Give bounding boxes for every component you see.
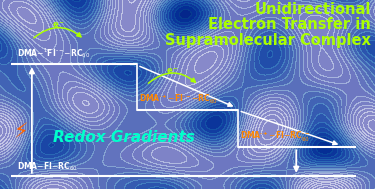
Text: Redox Gradients: Redox Gradients: [53, 130, 194, 146]
Text: e$^-$: e$^-$: [166, 66, 179, 76]
Text: DMA$^{\mathbf{\cdot+}}$$-$FI$^{\mathbf{\cdot-}}$$-$RC$_{\mathsf{60}}$: DMA$^{\mathbf{\cdot+}}$$-$FI$^{\mathbf{\…: [139, 93, 217, 106]
Text: DMA$^{\mathbf{\cdot+}}$$-$FI$-$RC$_{\mathsf{60}}^{\mathbf{\cdot-}}$: DMA$^{\mathbf{\cdot+}}$$-$FI$-$RC$_{\mat…: [240, 129, 310, 144]
Text: DMA$-^{\mathsf{1}}$FI$^{\mathbf{\cdot}-}$$-$RC$_{\mathsf{60}}$: DMA$-^{\mathsf{1}}$FI$^{\mathbf{\cdot}-}…: [17, 46, 90, 60]
Text: e$^-$: e$^-$: [51, 21, 65, 30]
Text: Unidirectional
Electron Transfer in
Supramolecular Complex: Unidirectional Electron Transfer in Supr…: [165, 2, 371, 48]
Text: DMA$-$FI$-$RC$_{\mathsf{60}}$: DMA$-$FI$-$RC$_{\mathsf{60}}$: [17, 160, 78, 173]
Text: ⚡: ⚡: [13, 122, 28, 142]
